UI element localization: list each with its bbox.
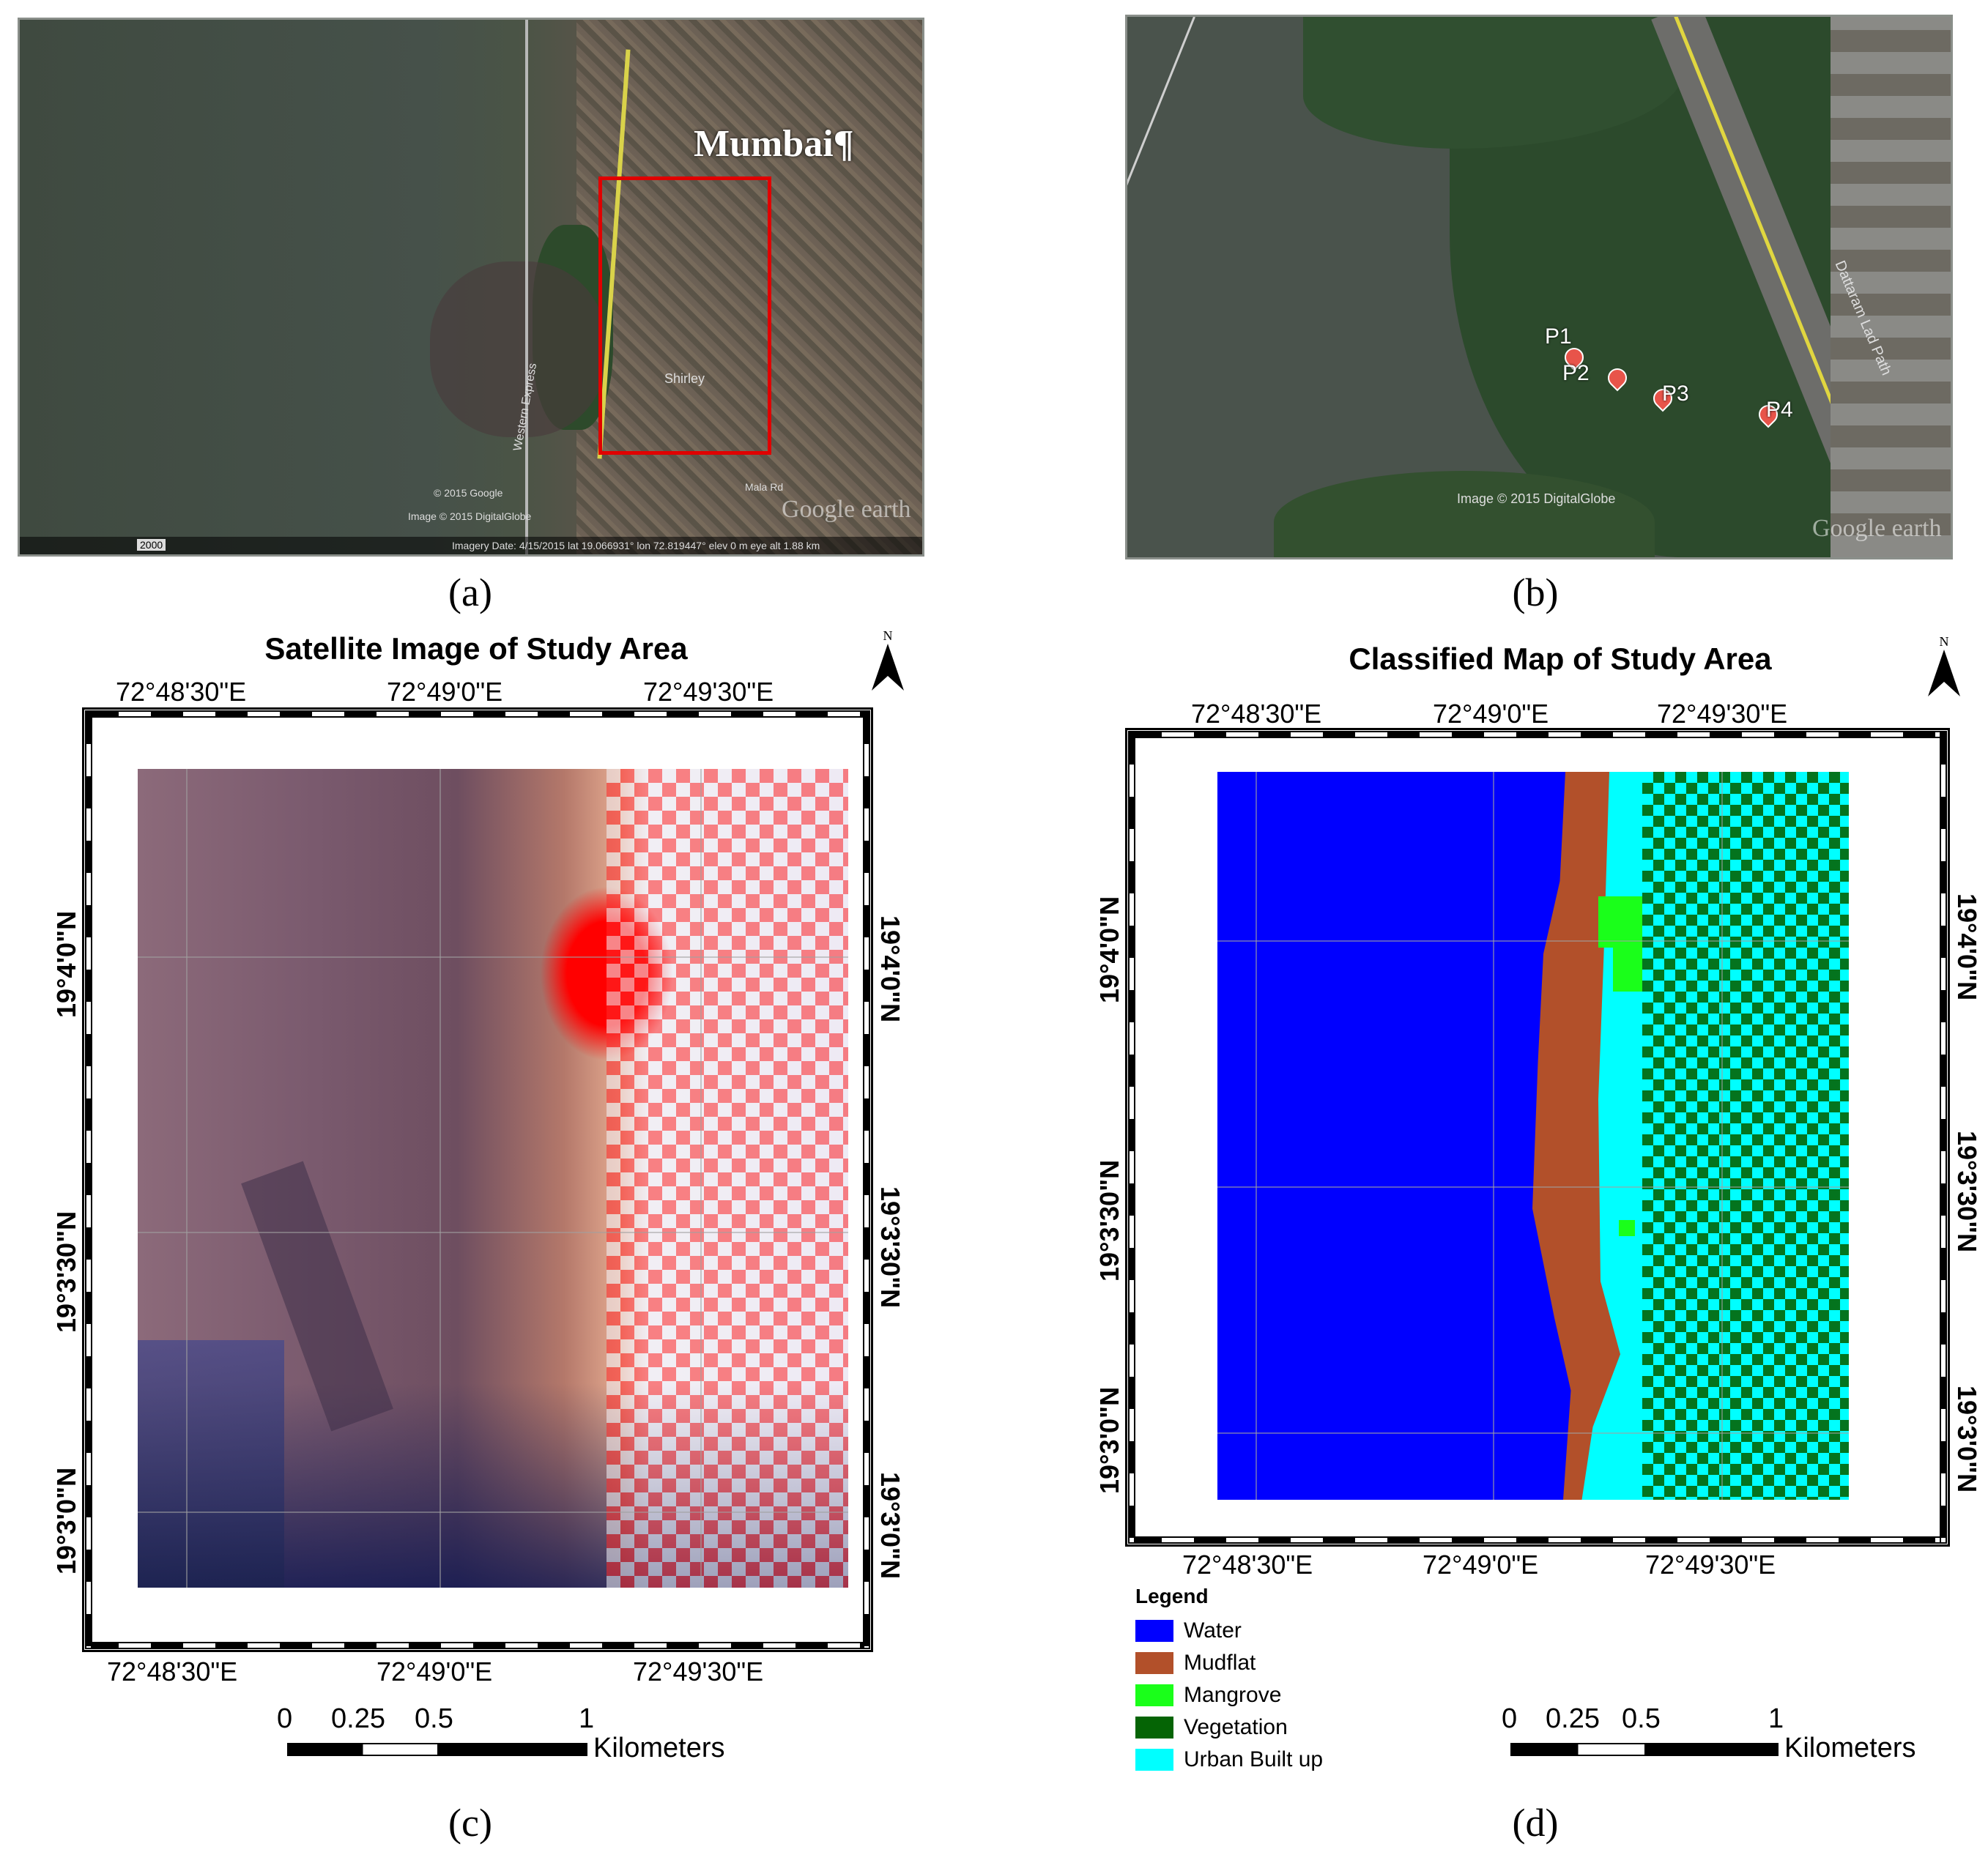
scale-tick: 0.25 <box>331 1703 385 1734</box>
panel-label-b: (b) <box>1512 570 1559 614</box>
lat-label: 19°4'0"N <box>51 910 81 1018</box>
lon-label: 72°49'0"E <box>1423 1550 1539 1580</box>
scale-unit: Kilometers <box>1784 1733 1916 1763</box>
scale-bar <box>1510 1743 1779 1756</box>
lat-label: 19°4'0"N <box>875 915 905 1023</box>
lon-label: 72°48'30"E <box>116 677 247 707</box>
map-title: Satellite Image of Study Area <box>264 631 688 666</box>
brand-watermark: Google earth <box>782 496 911 523</box>
lat-label: 19°3'30"N <box>51 1211 81 1333</box>
legend-label: Mudflat <box>1184 1651 1256 1675</box>
point-label: P3 <box>1662 382 1689 406</box>
legend-label: Water <box>1184 1618 1242 1643</box>
scale-tick: 1 <box>579 1703 595 1734</box>
frame-ticks <box>863 710 870 1649</box>
panel-label-d: (d) <box>1512 1801 1559 1845</box>
imagery-credit: Image © 2015 DigitalGlobe <box>1457 491 1616 506</box>
frame-ticks <box>85 710 870 718</box>
north-arrow-icon: N <box>1928 634 1960 700</box>
legend: Legend Water Mudflat Mangrove Vegetation… <box>1135 1585 1487 1782</box>
lat-label: 19°4'0"N <box>1952 893 1982 1001</box>
map-frame <box>82 707 873 1652</box>
lon-label: 72°49'30"E <box>1645 1550 1776 1580</box>
scale-tick: 1 <box>1768 1703 1784 1734</box>
legend-title: Legend <box>1135 1585 1209 1607</box>
scale-tick: 0.5 <box>415 1703 453 1734</box>
legend-swatch-mangrove <box>1135 1684 1173 1706</box>
point-label: P2 <box>1562 361 1590 385</box>
scale-unit: Kilometers <box>593 1733 725 1763</box>
legend-swatch-water <box>1135 1620 1173 1642</box>
false-color-image <box>138 769 848 1588</box>
lon-label: 72°48'30"E <box>1182 1550 1313 1580</box>
lat-label: 19°3'30"N <box>875 1186 905 1309</box>
legend-swatch-mudflat <box>1135 1652 1173 1674</box>
point-label: P4 <box>1766 398 1793 422</box>
lon-label: 72°49'30"E <box>633 1656 764 1687</box>
lat-label: 19°3'0"N <box>875 1472 905 1580</box>
lon-label: 72°49'0"E <box>377 1656 493 1687</box>
scale-tick: 0.5 <box>1622 1703 1661 1734</box>
legend-swatch-urban <box>1135 1749 1173 1771</box>
classified-map <box>1217 772 1849 1500</box>
street-label: Shirley <box>664 371 705 386</box>
scale-tick: 0 <box>277 1703 293 1734</box>
legend-label: Mangrove <box>1184 1683 1282 1707</box>
frame-ticks <box>1128 1536 1947 1544</box>
study-area-box <box>598 176 771 455</box>
lat-label: 19°3'30"N <box>1952 1131 1982 1253</box>
lon-label: 72°49'0"E <box>1433 699 1549 729</box>
map-title: Classified Map of Study Area <box>1349 642 1772 676</box>
lon-label: 72°48'30"E <box>107 1656 238 1687</box>
legend-label: Urban Built up <box>1184 1747 1324 1771</box>
legend-swatch-vegetation <box>1135 1717 1173 1739</box>
frame-ticks <box>1940 731 1947 1544</box>
satellite-view-a: Mumbai¶ Shirley Western Express Mala Rd … <box>18 18 924 557</box>
lat-label: 19°4'0"N <box>1094 896 1124 1003</box>
frame-ticks <box>85 1642 870 1649</box>
north-arrow-icon: N <box>872 628 904 694</box>
imagery-credit: Image © 2015 DigitalGlobe <box>408 510 532 522</box>
lat-label: 19°3'0"N <box>1094 1386 1124 1494</box>
lon-label: 72°49'0"E <box>387 677 503 707</box>
panel-label-a: (a) <box>448 570 492 614</box>
lon-label: 72°48'30"E <box>1191 699 1322 729</box>
lat-label: 19°3'0"N <box>51 1467 81 1574</box>
point-label: P1 <box>1545 324 1572 349</box>
lon-label: 72°49'30"E <box>643 677 774 707</box>
frame-ticks <box>1128 731 1947 738</box>
street-label: Mala Rd <box>745 481 784 493</box>
status-bar: Imagery Date: 4/15/2015 lat 19.066931° l… <box>452 540 820 551</box>
scale-bar <box>287 1743 587 1756</box>
satellite-view-b: Dattaram Lad Path P1 P2 P3 P4 Image © 20… <box>1125 15 1953 559</box>
panel-label-c: (c) <box>448 1801 492 1845</box>
lat-label: 19°3'30"N <box>1094 1159 1124 1282</box>
map-frame <box>1125 728 1950 1547</box>
scale-tick: 0 <box>1502 1703 1518 1734</box>
frame-ticks <box>85 710 92 1649</box>
year-badge: 2000 <box>137 539 166 551</box>
legend-label: Vegetation <box>1184 1715 1288 1739</box>
scale-tick: 0.25 <box>1546 1703 1600 1734</box>
frame-ticks <box>1128 731 1135 1544</box>
brand-watermark: Google earth <box>1812 515 1942 542</box>
lon-label: 72°49'30"E <box>1657 699 1788 729</box>
place-label: Mumbai¶ <box>694 123 854 165</box>
lat-label: 19°3'0"N <box>1952 1386 1982 1493</box>
copyright-text: © 2015 Google <box>434 487 503 499</box>
